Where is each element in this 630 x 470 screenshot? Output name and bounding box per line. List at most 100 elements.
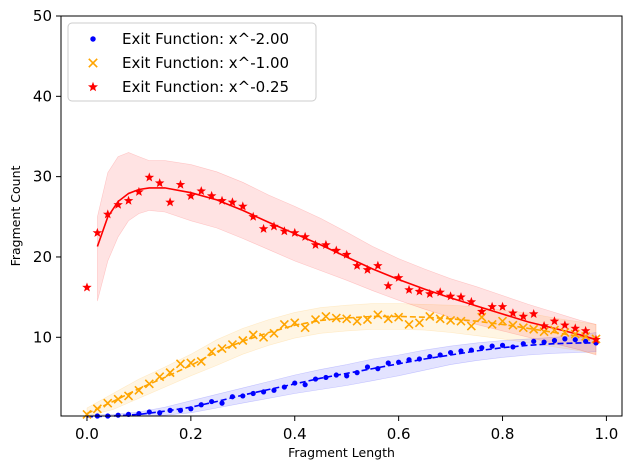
data-point-1-19 (279, 319, 289, 329)
data-point-1-21 (300, 323, 310, 333)
data-point-0-22 (312, 376, 319, 382)
data-point-0-37 (468, 347, 474, 353)
data-point-1-8 (165, 368, 175, 378)
data-point-0-36 (458, 348, 464, 354)
confidence-band-0 (86, 332, 597, 417)
data-point-1-18 (269, 328, 279, 338)
data-point-2-24 (331, 245, 342, 255)
data-point-2-43 (528, 309, 539, 318)
x-tick-label: 0.0 (75, 425, 99, 443)
data-point-0-21 (302, 382, 308, 388)
data-point-0-38 (479, 345, 485, 351)
data-point-0-33 (427, 353, 433, 360)
fit-line-2 (96, 187, 597, 341)
data-point-0-44 (541, 339, 547, 345)
data-point-2-8 (165, 197, 175, 207)
fit-line-1 (86, 315, 597, 415)
data-point-1-47 (570, 329, 580, 339)
data-point-2-4 (123, 195, 134, 205)
x-tick-label: 0.6 (387, 425, 411, 443)
data-point-1-11 (196, 356, 206, 366)
data-point-1-12 (207, 347, 217, 357)
data-point-1-23 (321, 311, 331, 321)
data-point-0-23 (323, 374, 329, 381)
data-point-2-40 (497, 301, 508, 311)
y-axis-label: Fragment Count (8, 166, 23, 267)
data-point-2-29 (383, 280, 393, 290)
x-axis-label: Fragment Length (288, 445, 395, 460)
data-point-0-31 (406, 357, 412, 363)
x-tick-label: 0.8 (491, 425, 515, 443)
data-point-2-14 (227, 197, 238, 207)
data-point-1-22 (310, 315, 321, 325)
data-point-1-40 (497, 316, 508, 326)
data-point-1-38 (477, 312, 487, 322)
data-point-2-30 (393, 272, 404, 282)
data-point-1-9 (175, 359, 186, 369)
y-tick-label: 40 (33, 87, 52, 105)
data-point-0-5 (136, 410, 142, 417)
data-point-0-30 (396, 359, 402, 365)
data-point-1-3 (113, 394, 123, 404)
data-point-1-41 (508, 320, 518, 330)
data-point-2-2 (103, 209, 113, 219)
data-point-1-35 (446, 315, 456, 325)
data-point-0-39 (489, 343, 495, 349)
data-point-1-14 (227, 339, 237, 350)
data-point-0-28 (375, 366, 381, 372)
data-point-2-18 (269, 221, 279, 231)
x-tick-label: 0.4 (283, 425, 307, 443)
confidence-bands (86, 152, 597, 417)
data-point-1-24 (331, 313, 341, 323)
y-tick-label: 10 (33, 328, 52, 346)
data-point-1-1 (92, 404, 102, 414)
data-point-0-24 (333, 372, 339, 378)
data-point-1-32 (414, 318, 424, 328)
data-point-2-41 (508, 308, 518, 318)
x-tick-label: 1.0 (594, 425, 618, 443)
data-point-0-41 (510, 344, 516, 350)
data-point-2-0 (82, 282, 92, 292)
data-point-2-34 (435, 287, 445, 297)
data-point-1-42 (518, 323, 528, 333)
legend-marker-2 (88, 81, 98, 92)
data-point-2-45 (549, 316, 560, 326)
data-point-1-28 (373, 310, 383, 320)
data-point-1-46 (560, 327, 570, 338)
data-point-0-40 (499, 342, 506, 348)
data-point-2-11 (196, 186, 206, 196)
data-point-1-30 (394, 312, 404, 322)
data-point-0-42 (520, 341, 526, 347)
data-point-1-20 (290, 318, 300, 328)
data-point-0-47 (572, 337, 578, 343)
data-point-0-8 (167, 407, 173, 413)
data-point-0-14 (229, 394, 236, 400)
data-point-1-0 (82, 409, 92, 419)
data-point-1-6 (144, 379, 154, 389)
data-point-0-10 (188, 406, 194, 412)
data-point-1-44 (539, 327, 549, 337)
data-point-2-25 (341, 249, 352, 259)
data-point-0-12 (209, 398, 215, 405)
data-point-2-1 (92, 227, 103, 237)
data-point-1-17 (259, 332, 269, 342)
data-point-0-9 (177, 407, 184, 413)
data-point-1-45 (549, 325, 560, 335)
data-point-0-43 (531, 338, 537, 344)
y-axis: 10 20 30 40 50 (33, 7, 61, 346)
data-point-2-10 (186, 190, 196, 200)
data-point-2-21 (300, 231, 310, 241)
data-point-2-31 (404, 284, 414, 294)
data-point-1-13 (217, 343, 227, 354)
data-point-0-15 (240, 393, 246, 399)
data-point-2-46 (560, 320, 570, 330)
data-point-2-22 (310, 239, 321, 249)
y-tick-label: 20 (33, 248, 52, 266)
legend: Exit Function: x^-2.00 Exit Function: x^-… (67, 22, 317, 102)
data-point-1-43 (529, 324, 539, 334)
data-point-0-11 (198, 402, 204, 408)
data-point-1-29 (383, 314, 393, 324)
data-point-1-2 (103, 398, 113, 408)
data-point-2-49 (591, 334, 601, 344)
